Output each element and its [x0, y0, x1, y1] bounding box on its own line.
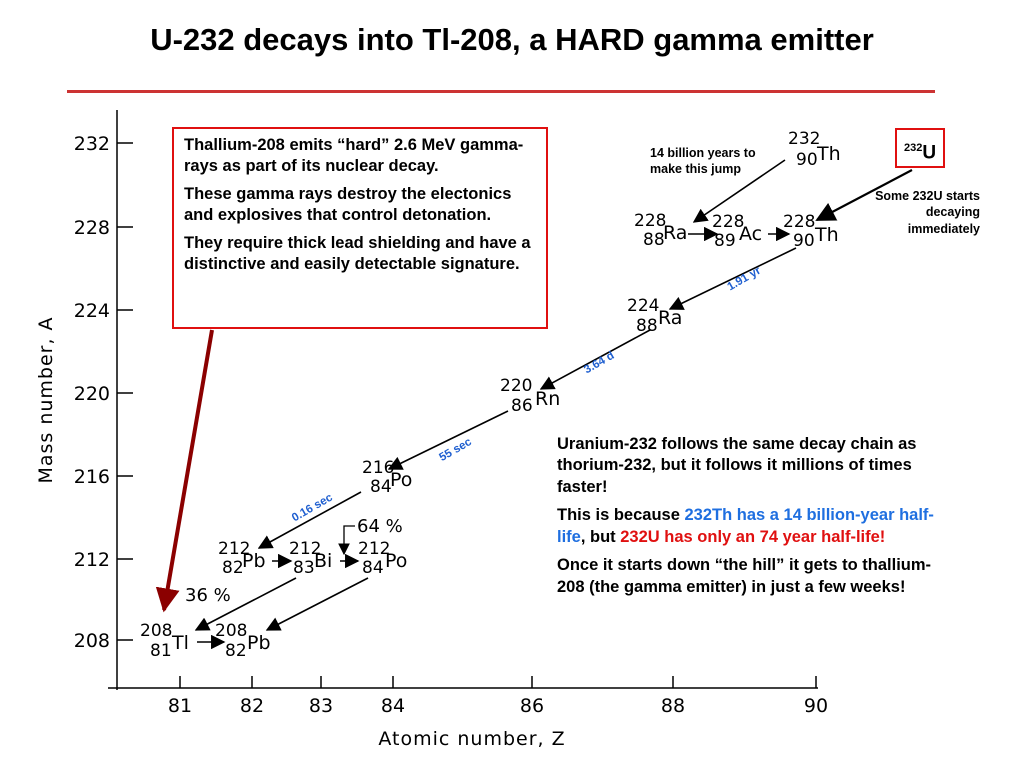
arrow-po216-pb212 — [257, 491, 362, 549]
explanation-paragraph: Uranium-232 follows the same decay chain… — [557, 435, 917, 496]
u232-note: Some 232U starts decaying immediately — [875, 189, 980, 236]
svg-text:84: 84 — [362, 558, 384, 578]
svg-text:82: 82 — [225, 641, 247, 661]
svg-text:88: 88 — [636, 316, 658, 336]
arrow-bi212-tl208 — [194, 577, 297, 631]
svg-text:Th: Th — [814, 224, 839, 246]
callout-pointer — [155, 329, 214, 613]
y-tick-label: 220 — [74, 383, 110, 405]
explanation-paragraph: This is because 232Th has a 14 billion-y… — [557, 506, 934, 546]
svg-text:Pb: Pb — [247, 632, 271, 654]
explanation-paragraph: Once it starts down “the hill” it gets t… — [557, 556, 932, 596]
svg-text:88: 88 — [643, 230, 665, 250]
svg-text:89: 89 — [714, 231, 736, 251]
u232-mass: 232 — [903, 142, 923, 154]
svg-text:208: 208 — [140, 621, 172, 641]
svg-text:82: 82 — [222, 558, 244, 578]
svg-text:216: 216 — [362, 458, 394, 478]
nuclide-th232: 232 90 Th — [788, 129, 841, 170]
svg-text:Th: Th — [816, 143, 841, 165]
y-tick-label: 232 — [74, 133, 110, 155]
th232-jump-note: 14 billion years to make this jump — [650, 146, 756, 177]
callout-paragraph: These gamma rays destroy the electonics … — [184, 184, 512, 224]
svg-text:81: 81 — [150, 641, 172, 661]
svg-text:Tl: Tl — [171, 632, 189, 654]
svg-text:220: 220 — [500, 376, 532, 396]
y-tick-label: 216 — [74, 466, 110, 488]
x-tick-label: 90 — [804, 695, 828, 717]
svg-text:90: 90 — [793, 231, 815, 251]
nuclide-po212: 212 84 Po — [358, 539, 407, 578]
nuclide-bi212: 212 83 Bi — [289, 539, 332, 578]
svg-text:Ra: Ra — [658, 307, 682, 329]
title-rule — [67, 90, 935, 93]
th232-halflife-highlight: 232Th has a 14 billion-year half-life — [557, 506, 934, 546]
y-tick-label: 208 — [74, 630, 110, 652]
svg-text:90: 90 — [796, 150, 818, 170]
u232-box: 232U — [895, 128, 945, 168]
nuclide-ac228: 228 89 Ac — [712, 212, 762, 251]
svg-text:228: 228 — [712, 212, 744, 232]
arrow-th232-ra228 — [692, 159, 786, 223]
svg-text:Pb: Pb — [242, 550, 266, 572]
branch-beta-label: 64 % — [357, 516, 403, 537]
callout-paragraph: Thallium-208 emits “hard” 2.6 MeV gamma-… — [184, 136, 524, 175]
y-tick-label: 224 — [74, 300, 110, 322]
svg-text:212: 212 — [289, 539, 321, 559]
arrow-u232-th228 — [815, 169, 913, 221]
x-tick-label: 83 — [309, 695, 333, 717]
callout-paragraph: They require thick lead shielding and ha… — [184, 233, 531, 273]
svg-text:232: 232 — [788, 129, 820, 149]
u232-symbol: U — [922, 142, 937, 164]
svg-text:84: 84 — [370, 477, 392, 497]
y-tick-label: 228 — [74, 217, 110, 239]
branch-beta-bracket — [338, 525, 355, 556]
nuclide-pb208: 208 82 Pb — [215, 621, 271, 661]
svg-text:Ra: Ra — [663, 222, 687, 244]
svg-text:Ac: Ac — [739, 223, 762, 245]
nuclide-ra224: 224 88 Ra — [627, 296, 682, 336]
nuclide-pb212: 212 82 Pb — [218, 539, 266, 578]
svg-text:86: 86 — [511, 396, 533, 416]
svg-text:Rn: Rn — [535, 388, 560, 410]
x-tick-label: 84 — [381, 695, 405, 717]
u232-halflife-highlight: 232U has only an 74 year half-life! — [620, 527, 886, 546]
tl208-callout-box: Thallium-208 emits “hard” 2.6 MeV gamma-… — [172, 127, 548, 329]
svg-text:212: 212 — [218, 539, 250, 559]
y-axis-label: Mass number, A — [35, 316, 57, 483]
x-tick-label: 82 — [240, 695, 264, 717]
nuclide-ra228: 228 88 Ra — [634, 211, 687, 250]
x-ticks — [179, 676, 817, 688]
svg-text:228: 228 — [634, 211, 666, 231]
nuclide-po216: 216 84 Po — [362, 458, 412, 497]
nuclide-th228: 228 90 Th — [783, 212, 839, 251]
arrow-ra224-rn220 — [539, 329, 651, 390]
decay-arrows — [194, 159, 913, 650]
svg-text:Bi: Bi — [314, 550, 332, 572]
svg-text:Po: Po — [390, 469, 412, 491]
x-tick-label: 88 — [661, 695, 685, 717]
x-tick-label: 86 — [520, 695, 544, 717]
slide-title: U-232 decays into Tl-208, a HARD gamma e… — [150, 22, 874, 57]
branch-alpha-label: 36 % — [185, 585, 231, 606]
x-axis-label: Atomic number, Z — [378, 728, 565, 750]
svg-text:212: 212 — [358, 539, 390, 559]
svg-text:208: 208 — [215, 621, 247, 641]
arrow-th228-ra224 — [668, 247, 797, 310]
y-ticks — [117, 142, 133, 641]
explanation-text: Uranium-232 follows the same decay chain… — [557, 434, 937, 605]
arrow-po212-pb208 — [265, 577, 369, 631]
svg-text:228: 228 — [783, 212, 815, 232]
svg-text:Po: Po — [385, 550, 407, 572]
arrow-rn220-po216 — [387, 410, 509, 470]
y-tick-label: 212 — [74, 549, 110, 571]
nuclide-tl208: 208 81 Tl — [140, 621, 189, 661]
x-tick-label: 81 — [168, 695, 192, 717]
svg-text:224: 224 — [627, 296, 659, 316]
svg-text:83: 83 — [293, 558, 315, 578]
nuclide-rn220: 220 86 Rn — [500, 376, 560, 416]
